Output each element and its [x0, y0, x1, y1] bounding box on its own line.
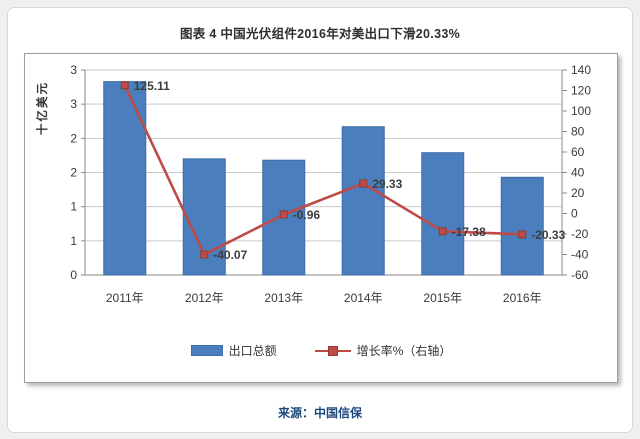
right-axis-tick-label: 0	[571, 207, 578, 221]
legend-line-marker	[327, 346, 338, 356]
marker-2011年	[120, 81, 129, 90]
legend-bar-swatch-icon	[190, 345, 223, 356]
left-axis-tick-label: 0	[70, 268, 77, 282]
source-caption: 来源：中国信保	[277, 406, 362, 420]
data-label-2011年: 125.11	[134, 79, 170, 93]
x-axis-label-2011年: 2011年	[106, 291, 144, 305]
bar-2011年	[103, 81, 147, 276]
x-axis-label-2012年: 2012年	[185, 291, 224, 305]
data-label-2015年: -17.38	[452, 225, 486, 239]
bar-2014年	[341, 126, 385, 276]
legend-line-swatch-icon	[314, 346, 351, 356]
bar-2015年	[421, 152, 465, 276]
left-axis-tick-label: 1	[70, 200, 77, 214]
x-axis-label-2016年: 2016年	[503, 291, 542, 305]
marker-2015年	[438, 227, 447, 236]
chart-canvas: 3 3 2 2 1 1 0 2011年 2012年 2013年 2014年 2015年 2016年 140…	[70, 63, 591, 305]
right-axis-tick-label: 80	[571, 125, 585, 139]
marker-2014年	[359, 179, 368, 188]
right-axis-tick-label: 120	[571, 84, 591, 98]
marker-2012年	[200, 250, 209, 259]
x-axis-label-2014年: 2014年	[344, 291, 383, 305]
left-axis-tick-label: 3	[70, 63, 77, 77]
x-axis-label-2015年: 2015年	[423, 291, 462, 305]
x-axis-label-2013年: 2013年	[264, 291, 303, 305]
right-axis-tick-label: -40	[571, 248, 589, 262]
right-axis-tick-label: 140	[571, 63, 591, 77]
bar-2016年	[500, 176, 544, 276]
legend: 出口总额 增长率%（右轴）	[25, 342, 617, 359]
left-axis-tick-label: 3	[70, 97, 77, 111]
chart-title: 图表 4 中国光伏组件2016年对美出口下滑20.33%	[179, 27, 460, 41]
right-axis-tick-label: -20	[571, 227, 589, 241]
right-axis-tick-label: -60	[571, 268, 589, 282]
marker-2016年	[518, 230, 527, 239]
data-label-2014年: 29.33	[372, 177, 402, 191]
right-axis-tick-label: 40	[571, 166, 585, 180]
legend-bar-label: 出口总额	[228, 344, 277, 358]
right-axis-tick-label: 60	[571, 145, 585, 159]
legend-item-exports: 出口总额	[190, 342, 277, 359]
legend-item-growth-rate: 增长率%（右轴）	[314, 342, 452, 359]
data-label-2016年: -20.33	[531, 228, 565, 242]
data-label-2013年: -0.96	[293, 208, 321, 222]
y-axis-title: 十亿美元	[37, 81, 49, 135]
chart-card: 图表 4 中国光伏组件2016年对美出口下滑20.33% 3 3 2 2 1 1 0 2011…	[7, 7, 633, 433]
chart-frame: 3 3 2 2 1 1 0 2011年 2012年 2013年 2014年 2015年 2016年 140…	[24, 53, 618, 383]
right-axis-tick-label: 100	[571, 104, 591, 118]
left-axis-tick-label: 1	[70, 234, 77, 248]
right-axis-tick-label: 20	[571, 186, 585, 200]
left-axis-tick-label: 2	[70, 166, 77, 180]
marker-2013年	[279, 210, 288, 219]
growth-rate-line	[123, 84, 523, 256]
left-axis-tick-label: 2	[70, 131, 77, 145]
legend-line-label: 增长率%（右轴）	[356, 344, 452, 358]
data-label-2012年: -40.07	[213, 248, 247, 262]
